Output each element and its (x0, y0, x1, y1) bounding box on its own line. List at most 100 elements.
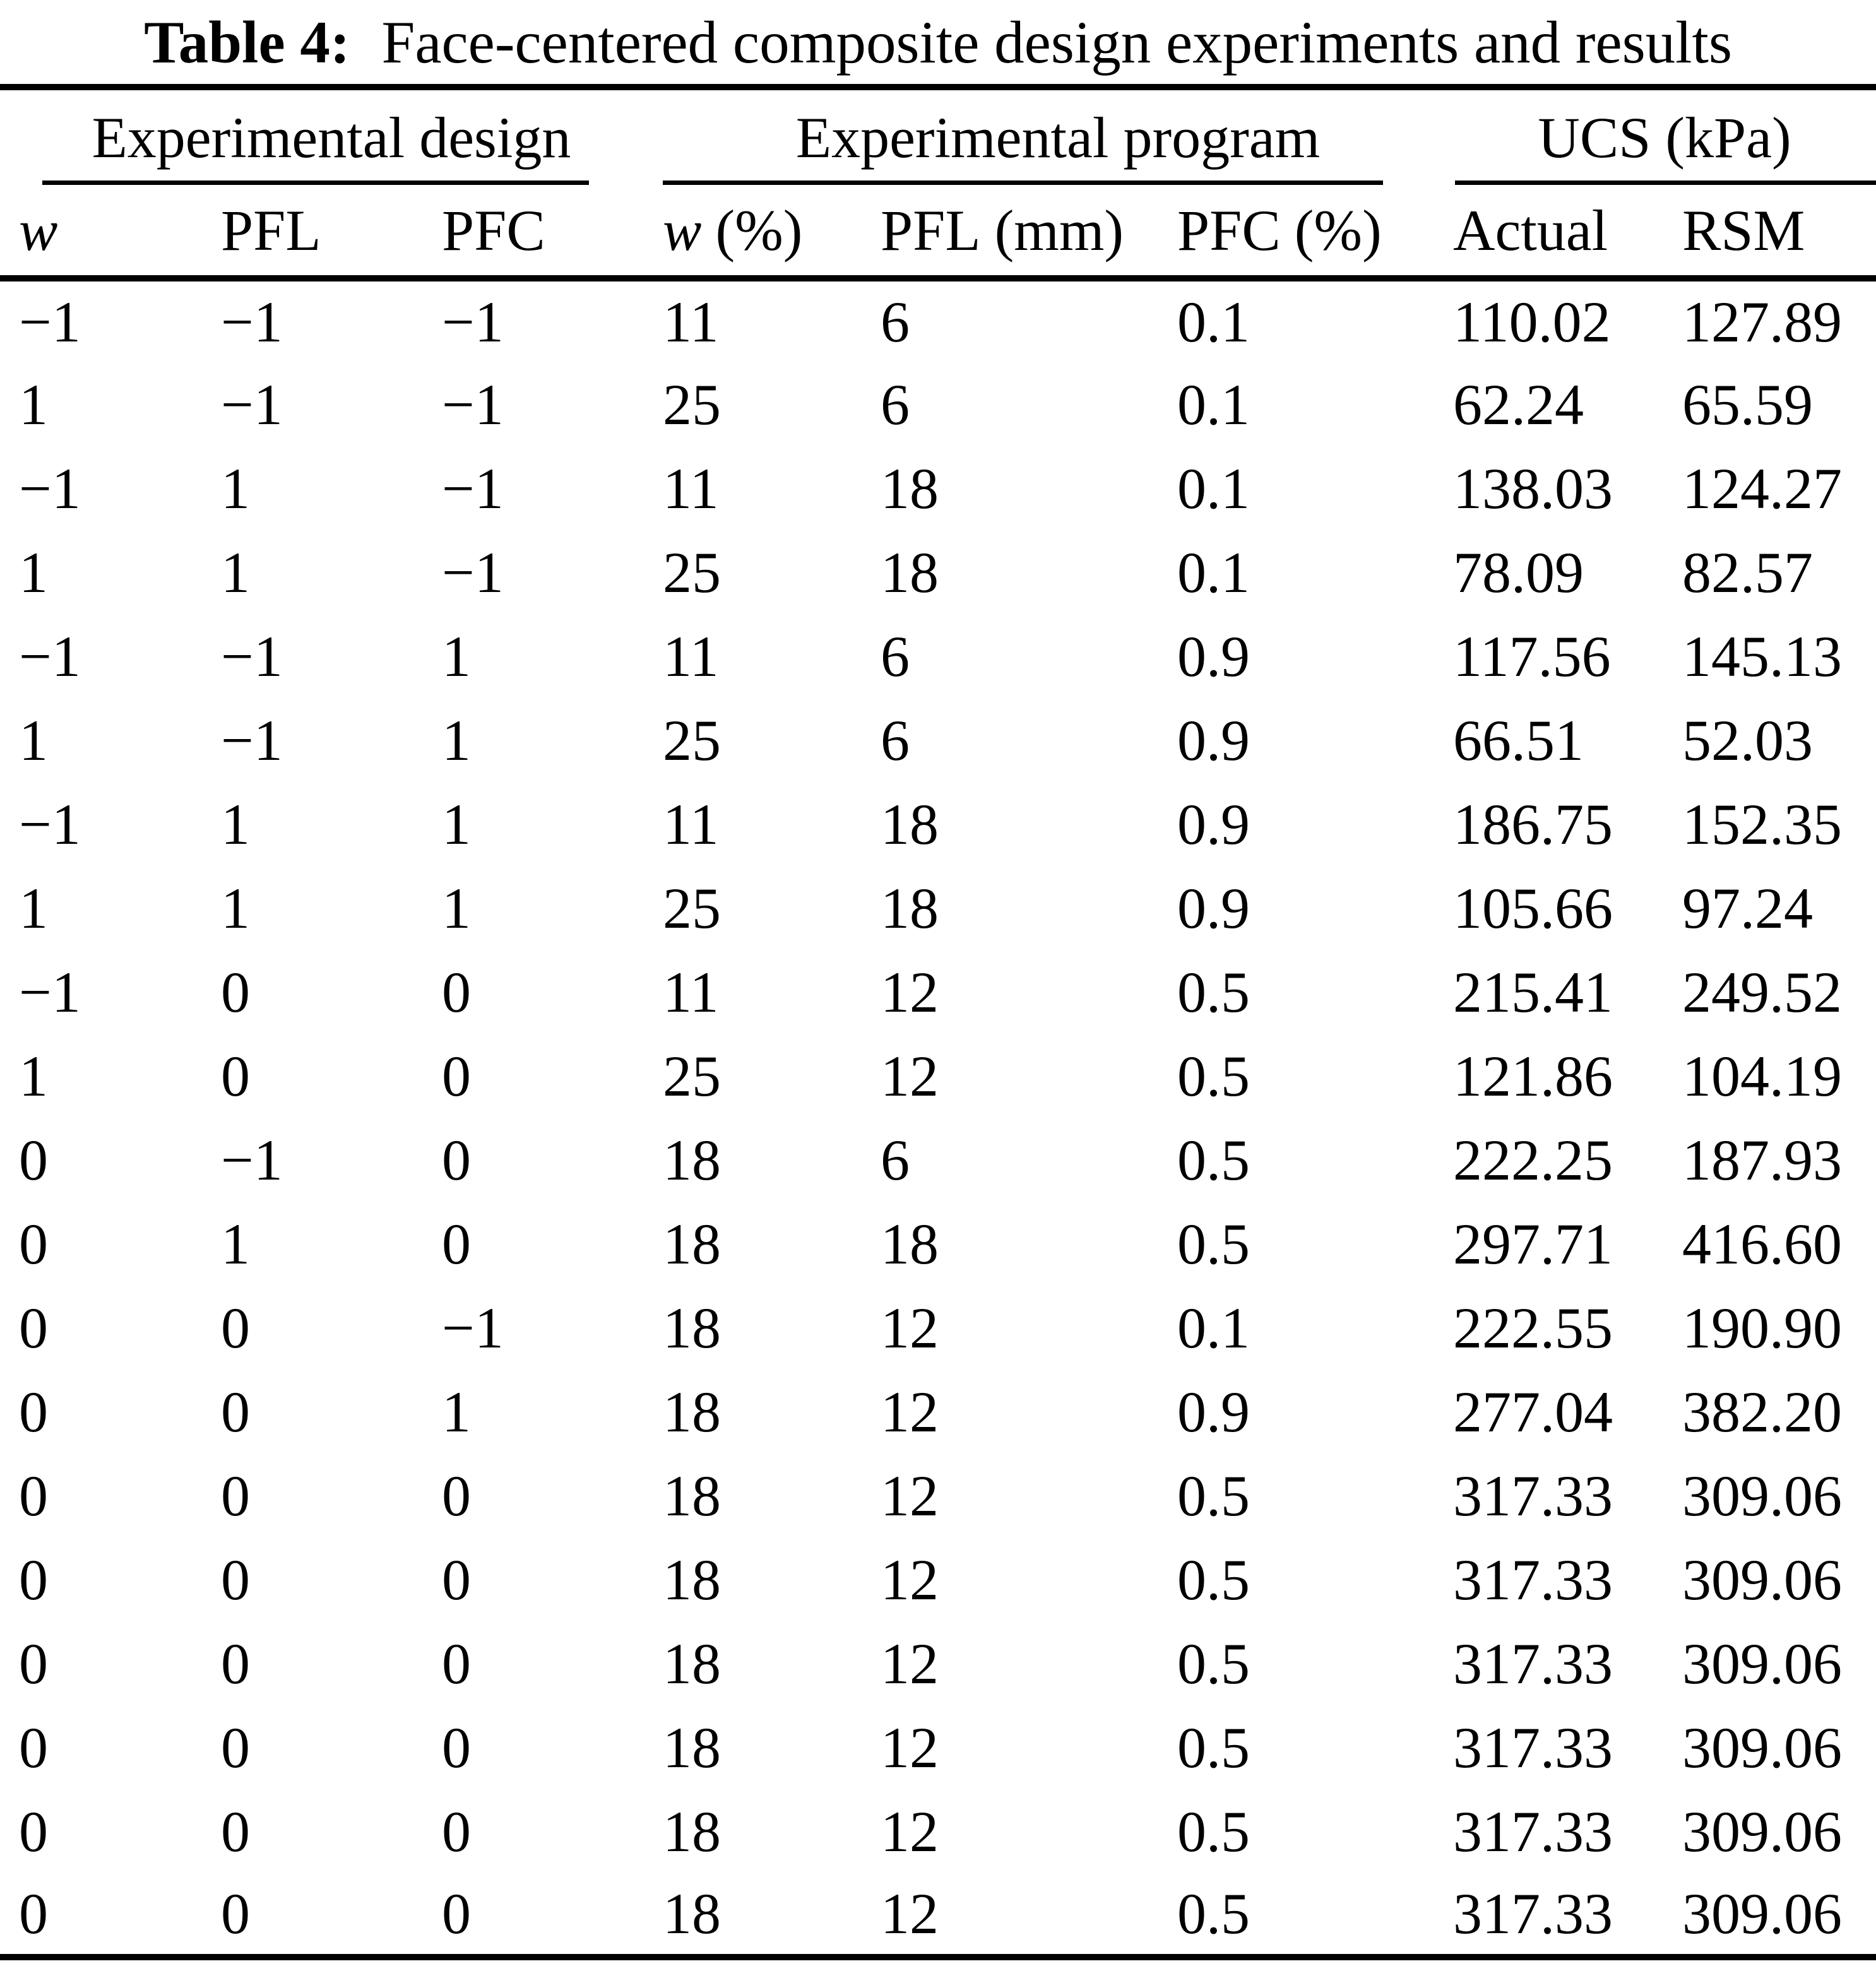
table-cell: −1 (19, 290, 81, 354)
table-cell: 18 (663, 1211, 721, 1276)
table-cell: 12 (881, 1873, 1178, 1960)
table-cell: 309.06 (1682, 1631, 1843, 1696)
table-cell: 0 (221, 1379, 250, 1444)
table-cell: 25 (663, 540, 721, 605)
table-cell: 18 (881, 540, 939, 605)
table-cell: 12 (881, 1799, 939, 1864)
table-cell: −1 (442, 290, 504, 354)
table-cell: 82.57 (1682, 540, 1814, 605)
table-row: 0 0 0 18 12 0.5 317.33 309.06 (0, 1705, 1876, 1789)
table-cell: 309.06 (1682, 1715, 1843, 1780)
table-caption: Table 4: Face-centered composite design … (0, 0, 1876, 84)
table-cell: 0 (221, 1873, 442, 1960)
table-cell: 309.06 (1682, 1547, 1843, 1612)
table-cell: 11 (663, 791, 719, 856)
table-cell: 12 (881, 1547, 939, 1612)
table-cell: −1 (442, 1295, 504, 1360)
table-cell: −1 (221, 707, 283, 772)
table-cell: 0 (221, 959, 250, 1024)
table-cell: 97.24 (1682, 875, 1814, 940)
table-cell: 18 (663, 1295, 721, 1360)
table-cell: 0 (442, 1211, 471, 1276)
table-cell: 18 (663, 1463, 721, 1528)
table-cell: 0 (442, 1043, 471, 1108)
column-header-actual: Actual (1453, 185, 1683, 281)
table-cell: 62.24 (1453, 372, 1584, 437)
table-cell: 277.04 (1453, 1379, 1613, 1444)
table-cell: −1 (19, 791, 81, 856)
table-caption-label: Table 4: (144, 8, 350, 76)
table-cell: 222.25 (1453, 1127, 1613, 1192)
table-cell: 0 (442, 1715, 471, 1780)
table-cell: 0 (221, 1715, 250, 1780)
table-cell: 18 (663, 1127, 721, 1192)
table-cell: 66.51 (1453, 707, 1584, 772)
table-cell: 18 (881, 1211, 939, 1276)
table-cell: 317.33 (1453, 1715, 1613, 1780)
table-cell: 1 (221, 540, 250, 605)
table-cell: 1 (19, 875, 48, 940)
table-cell: 6 (881, 707, 910, 772)
column-header-pfl-unit: PFL (mm) (881, 185, 1178, 281)
table-cell: 18 (663, 1715, 721, 1780)
column-header-name: PFC (442, 198, 545, 263)
table-cell: 0 (19, 1715, 48, 1780)
table-cell: 0.1 (1177, 1295, 1250, 1360)
table-cell: 1 (221, 456, 250, 521)
table-row: −1 −1 −1 11 6 0.1 110.02 127.89 (0, 278, 1876, 362)
table-cell: 317.33 (1453, 1799, 1613, 1864)
table-row: 0 −1 0 18 6 0.5 222.25 187.93 (0, 1118, 1876, 1202)
table-cell: 18 (663, 1379, 721, 1444)
table-cell: 6 (881, 624, 910, 689)
table-cell: 12 (881, 1295, 939, 1360)
table-cell: 0.1 (1177, 456, 1250, 521)
table-cell: 0.5 (1177, 1547, 1250, 1612)
table-cell: 215.41 (1453, 959, 1613, 1024)
table-cell: 25 (663, 1043, 721, 1108)
table-cell: 0.5 (1177, 1799, 1250, 1864)
table-row: 0 1 0 18 18 0.5 297.71 416.60 (0, 1202, 1876, 1286)
table-cell: 11 (663, 456, 719, 521)
table-cell: 1 (19, 372, 48, 437)
table-cell: 317.33 (1453, 1631, 1613, 1696)
group-header-experimental-program: Experimental program (663, 87, 1453, 185)
table-cell: 0 (0, 1873, 221, 1960)
table-cell: 18 (881, 875, 939, 940)
table-cell: 1 (19, 540, 48, 605)
table-cell: 0.1 (1177, 372, 1250, 437)
table-cell: 0 (442, 1127, 471, 1192)
table-cell: 297.71 (1453, 1211, 1613, 1276)
column-header-name: PFC (1177, 198, 1281, 263)
table-cell: 6 (881, 1127, 910, 1192)
table-cell: 317.33 (1453, 1547, 1613, 1612)
table-cell: 0.5 (1177, 1211, 1250, 1276)
table-cell: 0.5 (1177, 1873, 1454, 1960)
table-cell: 1 (221, 1211, 250, 1276)
table-row: −1 −1 1 11 6 0.9 117.56 145.13 (0, 614, 1876, 698)
table-cell: 127.89 (1682, 290, 1843, 354)
table-cell: 416.60 (1682, 1211, 1843, 1276)
table-cell: −1 (221, 372, 283, 437)
table-cell: −1 (221, 1127, 283, 1192)
table-cell: 0 (442, 1547, 471, 1612)
table-cell: 18 (663, 1631, 721, 1696)
table-cell: −1 (442, 372, 504, 437)
table-cell: 1 (442, 875, 471, 940)
table-row: 1 1 −1 25 18 0.1 78.09 82.57 (0, 530, 1876, 614)
column-header-name: RSM (1682, 198, 1805, 263)
table-cell: 18 (663, 1547, 721, 1612)
table-cell: 78.09 (1453, 540, 1584, 605)
table-row: 0 0 0 18 12 0.5 317.33 309.06 (0, 1453, 1876, 1537)
table-cell: 1 (221, 791, 250, 856)
table-cell: 25 (663, 707, 721, 772)
table-cell: 124.27 (1682, 456, 1843, 521)
table-cell: −1 (19, 624, 81, 689)
table-cell: 1 (442, 624, 471, 689)
table-row: 1 0 0 25 12 0.5 121.86 104.19 (0, 1034, 1876, 1118)
table-cell: 309.06 (1682, 1463, 1843, 1528)
table-cell: 309.06 (1682, 1799, 1843, 1864)
table-cell: 382.20 (1682, 1379, 1843, 1444)
table-cell: −1 (442, 456, 504, 521)
table-cell: 18 (881, 791, 939, 856)
group-header-ucs: UCS (kPa) (1453, 87, 1876, 185)
